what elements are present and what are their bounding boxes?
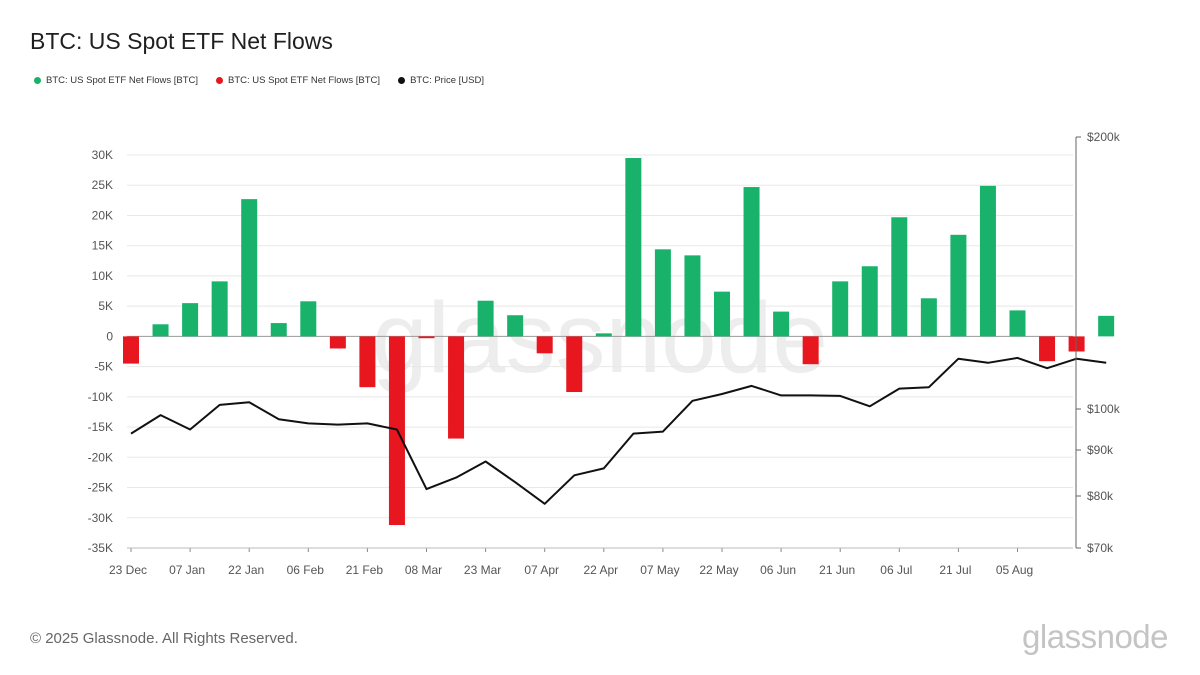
y-tick-label: -15K <box>88 420 113 434</box>
inflow-bar <box>654 249 671 337</box>
legend-item-outflows[interactable]: BTC: US Spot ETF Net Flows [BTC] <box>216 75 380 86</box>
legend-item-price[interactable]: BTC: Price [USD] <box>398 75 484 86</box>
y-tick-label: -25K <box>88 481 113 495</box>
inflow-bar <box>861 266 878 337</box>
y2-tick-label: $70k <box>1087 541 1114 555</box>
x-tick-label: 21 Feb <box>346 563 384 577</box>
inflow-bar <box>507 315 524 337</box>
outflow-bar <box>566 336 583 393</box>
y2-tick-label: $80k <box>1087 489 1114 503</box>
inflow-bar <box>832 281 849 337</box>
inflow-bar <box>477 300 494 337</box>
outflow-bar <box>1068 336 1085 352</box>
legend-label-price: BTC: Price [USD] <box>410 75 484 86</box>
y-tick-label: 20K <box>92 208 113 222</box>
legend-label-inflows: BTC: US Spot ETF Net Flows [BTC] <box>46 75 199 86</box>
x-tick-label: 08 Mar <box>405 563 442 577</box>
outflow-bar <box>536 336 553 354</box>
price-line <box>130 356 1107 505</box>
legend-dot-black <box>398 77 406 84</box>
inflow-bar <box>1009 310 1026 337</box>
outflow-bar <box>359 336 376 388</box>
inflow-bar <box>152 324 169 337</box>
y2-tick-label: $90k <box>1087 443 1114 457</box>
inflow-bar <box>714 291 730 337</box>
inflow-bar <box>270 323 287 337</box>
glassnode-watermark: glassnode <box>372 282 828 394</box>
y-tick-label: 5K <box>98 299 113 313</box>
y2-tick-label: $200k <box>1087 130 1121 144</box>
copyright-notice: © 2025 Glassnode. All Rights Reserved. <box>30 630 298 647</box>
y-tick-label: -5K <box>94 360 113 374</box>
y-tick-label: 0 <box>106 329 113 343</box>
inflow-bar <box>241 199 258 337</box>
y-tick-label: -30K <box>88 511 113 525</box>
inflow-bar <box>211 281 228 337</box>
legend-label-outflows: BTC: US Spot ETF Net Flows [BTC] <box>228 75 381 86</box>
legend-dot-red <box>216 77 224 84</box>
inflow-bar <box>891 217 908 337</box>
inflow-bar <box>595 333 612 337</box>
inflow-bar <box>625 158 642 337</box>
y-tick-label: -35K <box>88 541 113 555</box>
inflow-bar <box>950 234 967 337</box>
x-tick-label: 06 Jul <box>880 563 912 577</box>
x-tick-label: 07 Apr <box>524 563 559 577</box>
x-tick-label: 07 Jan <box>169 563 205 577</box>
axes: 30K 25K 20K 15K 10K 5K 0 -5K -10K -15K -20K -25K -30… <box>88 130 1121 577</box>
x-tick-label: 22 Jan <box>228 563 264 577</box>
y2-tick-label: $100k <box>1087 402 1121 416</box>
y-tick-label: 15K <box>92 239 113 253</box>
x-tick-label: 23 Mar <box>464 563 501 577</box>
outflow-bar <box>329 336 346 349</box>
y-tick-label: 10K <box>92 269 113 283</box>
inflow-bar <box>684 255 701 337</box>
inflow-bar <box>1098 315 1115 337</box>
x-tick-label: 07 May <box>640 563 679 577</box>
y-tick-label: 30K <box>92 148 113 162</box>
legend-item-inflows[interactable]: BTC: US Spot ETF Net Flows [BTC] <box>34 75 198 86</box>
legend-dot-green <box>34 77 41 84</box>
inflow-bar <box>300 301 317 337</box>
x-tick-label: 06 Feb <box>287 563 325 577</box>
outflow-bar <box>1039 336 1056 362</box>
price-series <box>130 356 1107 505</box>
inflow-bar <box>743 187 760 337</box>
x-tick-label: 22 Apr <box>583 563 618 577</box>
inflow-bar <box>920 298 937 337</box>
inflow-bar <box>979 185 996 337</box>
x-tick-label: 22 May <box>699 563 738 577</box>
y-tick-label: -10K <box>88 390 113 404</box>
x-tick-label: 05 Aug <box>996 563 1033 577</box>
chart-title: BTC: US Spot ETF Net Flows <box>30 28 333 54</box>
x-tick-label: 21 Jun <box>819 563 855 577</box>
outflow-bar <box>123 336 139 364</box>
inflow-bar <box>182 303 199 337</box>
glassnode-logo[interactable]: glassnode <box>1022 618 1168 655</box>
outflow-bar <box>418 336 435 339</box>
chart-legend: BTC: US Spot ETF Net Flows [BTC] BTC: US… <box>34 75 484 86</box>
inflow-bar <box>773 311 790 337</box>
outflow-bar <box>448 336 465 439</box>
bar-series <box>123 158 1115 526</box>
x-tick-label: 21 Jul <box>939 563 971 577</box>
outflow-bar <box>802 336 819 365</box>
x-tick-label: 06 Jun <box>760 563 796 577</box>
y-tick-label: 25K <box>92 178 113 192</box>
x-tick-label: 23 Dec <box>109 563 147 577</box>
y-tick-label: -20K <box>88 450 113 464</box>
